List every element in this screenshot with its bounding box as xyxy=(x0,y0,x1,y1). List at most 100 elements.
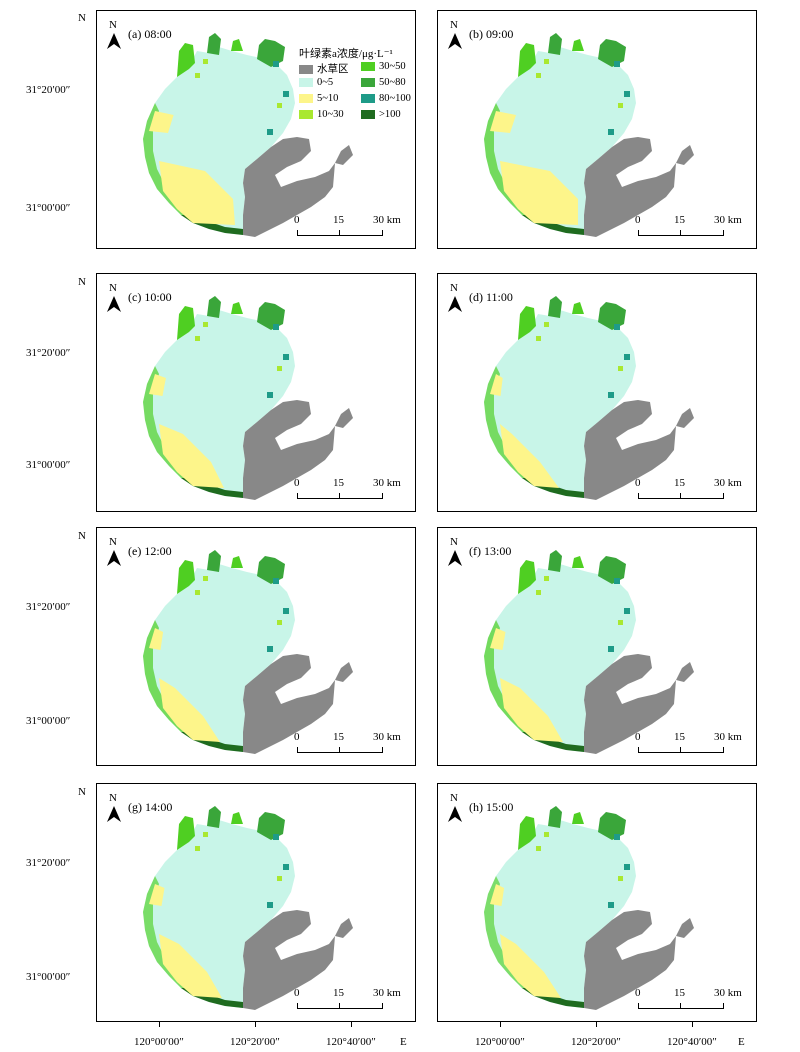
aquatic-vegetation-area xyxy=(584,910,676,1010)
scale-label-zero: 0 xyxy=(635,477,641,489)
north-arrow-label: N xyxy=(450,282,458,294)
north-axis-label-row3: N xyxy=(78,530,86,542)
moderate-chl-patch xyxy=(159,424,224,488)
northern-bay xyxy=(231,556,243,568)
north-arrow-icon: N xyxy=(448,19,462,49)
lat-label-row4-a: 31°20′00″ xyxy=(26,857,71,869)
x-tick xyxy=(255,1022,256,1027)
lon-label-left-3: 120°40′00″ xyxy=(326,1036,376,1048)
scale-bar: 0 15 30 km xyxy=(633,211,756,241)
legend: 叶绿素a浓度/μg·L⁻¹ 水草区 30~50 0~5 50~80 5~10 80~100 1… xyxy=(299,45,415,135)
legend-label: >100 xyxy=(379,109,401,120)
lake-map xyxy=(484,296,694,500)
x-tick xyxy=(500,1022,501,1027)
northern-bay xyxy=(548,33,562,55)
lat-label-row2-b: 31°00′00″ xyxy=(26,459,71,471)
legend-swatch xyxy=(299,94,313,104)
legend-title: 叶绿素a浓度/μg·L⁻¹ xyxy=(299,48,393,60)
x-tick xyxy=(159,1022,160,1027)
scale-label-end: 30 km xyxy=(714,731,742,743)
legend-item: >100 xyxy=(361,109,401,121)
scale-bar: 0 15 30 km xyxy=(292,211,415,241)
northern-bay xyxy=(518,43,536,77)
x-tick xyxy=(596,1022,597,1027)
north-arrow-icon: N xyxy=(107,536,121,566)
northern-bay xyxy=(572,302,584,314)
northern-bay xyxy=(257,556,285,584)
north-arrow-label: N xyxy=(109,19,117,31)
northern-bay xyxy=(598,556,626,584)
legend-swatch xyxy=(299,65,313,75)
scale-label-mid: 15 xyxy=(333,477,344,489)
northern-bay xyxy=(572,556,584,568)
legend-label: 10~30 xyxy=(317,109,344,120)
lat-label-row2-a: 31°20′00″ xyxy=(26,347,71,359)
lon-label-left-2: 120°20′00″ xyxy=(230,1036,280,1048)
northern-bay xyxy=(257,39,285,67)
north-arrow-icon: N xyxy=(448,282,462,312)
legend-swatch xyxy=(299,110,313,120)
northern-bay xyxy=(572,39,584,51)
moderate-chl-patch xyxy=(500,678,563,742)
northern-bay xyxy=(177,560,195,594)
legend-swatch xyxy=(361,78,375,88)
legend-item: 80~100 xyxy=(361,93,411,105)
legend-item: 10~30 xyxy=(299,109,344,121)
scale-bar: 0 15 30 km xyxy=(633,728,756,758)
map-panel-a: N (a) 08:00 0 15 30 km 叶绿素a浓度/μg·L⁻¹ 水草区 30~50 0… xyxy=(96,10,416,249)
map-panel-e: N (e) 12:00 0 15 30 km xyxy=(96,527,416,766)
panel-time-label: (g) 14:00 xyxy=(128,800,173,814)
scale-label-end: 30 km xyxy=(714,214,742,226)
northern-bay xyxy=(207,806,221,828)
moderate-chl-patch xyxy=(159,678,220,742)
lat-label-row4-b: 31°00′00″ xyxy=(26,971,71,983)
legend-swatch xyxy=(361,110,375,120)
north-arrow-icon: N xyxy=(448,792,462,822)
scale-label-mid: 15 xyxy=(674,731,685,743)
lake-map xyxy=(143,296,353,500)
north-axis-label-row4: N xyxy=(78,786,86,798)
aquatic-vegetation-area xyxy=(243,400,335,500)
north-arrow-label: N xyxy=(109,536,117,548)
map-panel-f: N (f) 13:00 0 15 30 km xyxy=(437,527,757,766)
moderate-chl-patch xyxy=(500,424,559,488)
scale-bar: 0 15 30 km xyxy=(633,474,756,504)
north-axis-label-row2: N xyxy=(78,276,86,288)
aquatic-vegetation-area xyxy=(243,654,335,754)
scale-label-zero: 0 xyxy=(635,987,641,999)
x-tick xyxy=(351,1022,352,1027)
lon-label-right-1: 120°00′00″ xyxy=(475,1036,525,1048)
legend-label: 水草区 xyxy=(317,64,349,75)
map-panel-c: N (c) 10:00 0 15 30 km xyxy=(96,273,416,512)
panel-time-label: (b) 09:00 xyxy=(469,27,514,41)
scale-label-zero: 0 xyxy=(294,214,300,226)
legend-swatch xyxy=(299,78,313,88)
scale-label-mid: 15 xyxy=(674,987,685,999)
map-panel-h: N (h) 15:00 0 15 30 km xyxy=(437,783,757,1022)
panel-time-label: (d) 11:00 xyxy=(469,290,513,304)
legend-item: 50~80 xyxy=(361,77,406,89)
moderate-chl-patch xyxy=(159,161,235,225)
north-arrow-icon: N xyxy=(107,792,121,822)
scale-label-zero: 0 xyxy=(294,477,300,489)
legend-item: 30~50 xyxy=(361,61,406,73)
legend-label: 5~10 xyxy=(317,93,339,104)
northern-bay xyxy=(231,812,243,824)
map-panel-b: N (b) 09:00 0 15 30 km xyxy=(437,10,757,249)
northern-bay xyxy=(257,812,285,840)
scale-label-end: 30 km xyxy=(373,477,401,489)
scale-label-end: 30 km xyxy=(714,477,742,489)
northern-bay xyxy=(177,306,195,340)
northern-bay xyxy=(518,306,536,340)
lake-map xyxy=(484,806,694,1010)
north-axis-label-row1: N xyxy=(78,12,86,24)
aquatic-vegetation-area xyxy=(584,137,676,237)
aquatic-vegetation-area xyxy=(584,654,676,754)
lat-label-row1-b: 31°00′00″ xyxy=(26,202,71,214)
north-arrow-icon: N xyxy=(107,19,121,49)
northern-bay xyxy=(598,812,626,840)
scale-label-mid: 15 xyxy=(333,214,344,226)
scale-label-mid: 15 xyxy=(674,477,685,489)
northern-bay xyxy=(598,302,626,330)
northern-bay xyxy=(207,33,221,55)
